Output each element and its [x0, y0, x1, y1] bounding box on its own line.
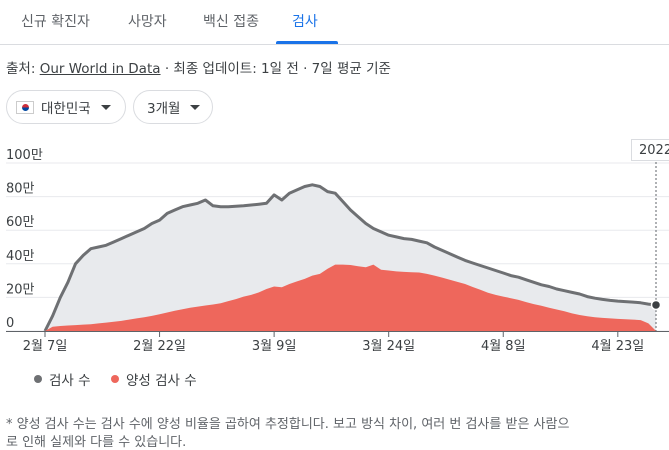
tab-bar: 신규 확진자 사망자 백신 접종 검사 [0, 0, 669, 45]
positive-area [45, 264, 656, 331]
tab-deaths[interactable]: 사망자 [128, 14, 167, 30]
last-point-marker [650, 299, 662, 311]
tab-vaccinations[interactable]: 백신 접종 [203, 14, 259, 30]
x-tick-label: 4월 8일 [481, 339, 526, 354]
y-tick-label: 80만 [6, 182, 35, 197]
x-tick-label: 3월 24일 [362, 339, 415, 354]
y-axis-labels: 0 20만 40만 60만 80만 100만 [6, 148, 43, 331]
source-prefix: 출처: [6, 61, 40, 77]
legend-tests: 검사 수 [34, 369, 91, 389]
country-selector-label: 대한민국 [41, 101, 91, 117]
y-tick-label: 100만 [6, 148, 43, 163]
source-suffix: · 최종 업데이트: 1일 전 · 7일 평균 기준 [160, 61, 391, 77]
testing-chart[interactable]: 0 20만 40만 60만 80만 100만 2월 7일 2월 22일 3월 9일 3월 24일… [0, 0, 669, 362]
tests-area [45, 184, 656, 331]
x-tick-label: 4월 23일 [591, 339, 644, 354]
range-selector-label: 3개월 [147, 101, 181, 117]
footnote-continued: 로 인해 실제와 다를 수 있습니다. [6, 435, 187, 450]
legend-positive-label: 양성 검사 수 [126, 373, 197, 389]
source-link[interactable]: Our World in Data [39, 61, 161, 77]
tab-testing[interactable]: 검사 [292, 14, 318, 30]
tab-new-cases[interactable]: 신규 확진자 [21, 14, 90, 30]
tooltip-date: 2022 [631, 139, 669, 161]
x-tick-label: 2월 22일 [133, 339, 186, 354]
legend-dot-gray [34, 375, 42, 383]
y-tick-label: 40만 [6, 249, 35, 264]
legend-tests-label: 검사 수 [49, 373, 91, 389]
y-tick-label: 20만 [6, 282, 35, 297]
footnote: * 양성 검사 수는 검사 수에 양성 비율을 곱하여 추정합니다. 보고 방식… [6, 417, 570, 432]
country-selector[interactable]: 대한민국 [6, 90, 126, 124]
active-tab-indicator [276, 41, 338, 44]
legend-dot-red [111, 375, 119, 383]
x-tick-label: 2월 7일 [23, 339, 68, 354]
x-axis-labels: 2월 7일 2월 22일 3월 9일 3월 24일 4월 8일 4월 23일 [23, 331, 644, 354]
chevron-down-icon [190, 104, 201, 110]
chevron-down-icon [100, 104, 111, 110]
tests-line [43, 183, 657, 332]
korea-flag-icon [16, 100, 34, 114]
y-tick-label: 0 [6, 316, 14, 331]
source-line: 출처: Our World in Data · 최종 업데이트: 1일 전 · … [6, 57, 391, 77]
range-selector[interactable]: 3개월 [133, 90, 213, 124]
tooltip-year: 2022 [639, 143, 669, 158]
legend-positive: 양성 검사 수 [111, 369, 197, 389]
x-tick-label: 3월 9일 [252, 339, 297, 354]
y-tick-label: 60만 [6, 215, 35, 230]
